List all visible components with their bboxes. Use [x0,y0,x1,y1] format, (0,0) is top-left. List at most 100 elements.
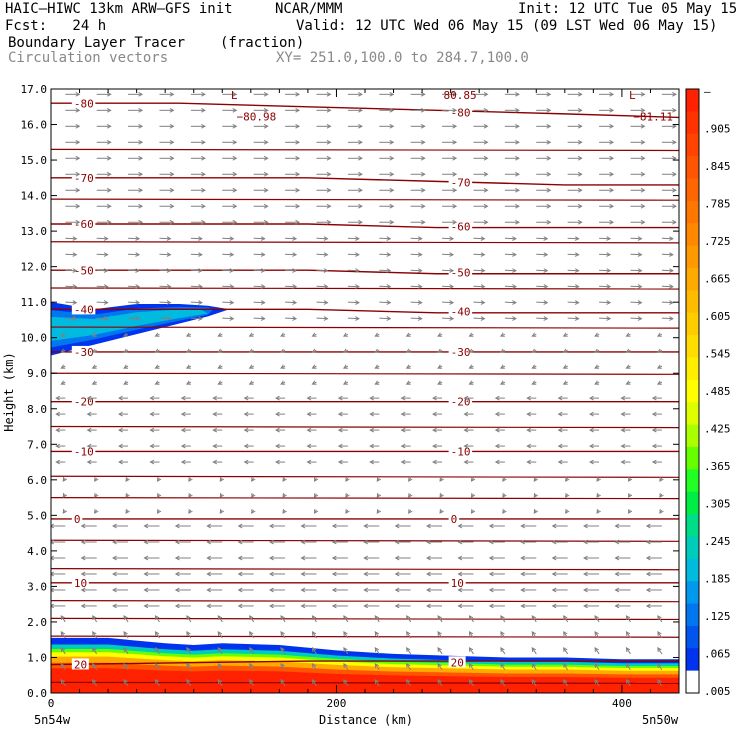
circulation-vector-head [149,427,155,433]
circulation-vector-head [60,679,66,684]
circulation-vector-head [358,219,363,225]
y-tick-label: 12.0 [21,261,48,274]
circulation-vector-head [432,395,437,401]
circulation-vector-head [154,663,160,668]
circulation-vector-head [531,631,537,636]
circulation-vector-head [449,300,455,305]
cirrus-tracer-band-2 [51,308,208,341]
valid-time: Valid: 12 UTC Wed 06 May 15 (09 LST Wed … [296,18,718,34]
circulation-vector-head [201,155,206,161]
circulation-vector-head [606,268,612,273]
isotherm-label: 0 [451,513,458,526]
circulation-vector-head [118,427,123,433]
circulation-vector-head [331,587,337,593]
circulation-vector-head [452,203,458,209]
circulation-vector-head [437,332,443,337]
colorbar-swatch [686,200,699,224]
circulation-vector-head [249,615,254,620]
circulation-vector-head [180,395,186,401]
circulation-vector-head [292,284,298,289]
y-tick-label: 3.0 [27,580,47,593]
circulation-vector-head [282,477,287,482]
circulation-vector-head [345,508,350,514]
circulation-vector-head [313,477,319,482]
circulation-vector [626,663,631,671]
circulation-vector-head [457,603,463,609]
circulation-vector-head [389,91,395,97]
circulation-vector [473,301,485,304]
circulation-vector-head [232,203,238,209]
circulation-vector-head [154,679,160,684]
circulation-vector-head [186,679,191,684]
circulation-vector-head [51,587,55,593]
circulation-vector [630,237,642,240]
circulation-vector-head [331,603,337,609]
circulation-vector-head [323,252,329,257]
circulation-vector-head [386,252,392,257]
circulation-vector-head [292,252,298,257]
circulation-vector [253,269,265,272]
circulation-vector [123,679,129,687]
circulation-vector [253,285,265,288]
circulation-vector-head [562,332,568,337]
circulation-vector-head [437,679,442,684]
circulation-vector-head [488,539,494,545]
circulation-vector-head [640,123,646,129]
field-name: Boundary Layer Tracer [8,35,186,51]
circulation-vector-head [138,91,144,97]
circulation-vector-head [657,679,662,684]
circulation-vector-head [123,615,128,620]
circulation-vector-head [263,203,269,209]
circulation-vector-head [520,523,526,529]
circulation-vector-head [499,364,505,369]
circulation-vector-head [656,364,662,369]
circulation-vector [563,679,569,687]
circulation-vector [316,285,328,288]
circulation-vector [531,647,537,655]
circulation-vector-head [563,663,568,668]
init-time: Init: 12 UTC Tue 05 May 15 [518,1,738,17]
circulation-vector-head [363,539,369,545]
circulation-vector [159,269,171,272]
circulation-vector [123,615,129,623]
circulation-vector-head [263,155,269,161]
circulation-vector-head [86,443,92,449]
circulation-vector-head [672,203,677,209]
circulation-vector-head [640,107,646,113]
circulation-vector-head [275,459,280,465]
circulation-vector [536,285,548,288]
circulation-vector-head [457,587,463,593]
circulation-vector-head [355,284,360,289]
circulation-vector-head [363,555,369,561]
circulation-vector-head [185,364,191,369]
circulation-vector-head [358,203,363,209]
circulation-vector [473,253,485,256]
circulation-vector-head [118,395,123,401]
circulation-vector-head [406,647,411,652]
circulation-vector-head [374,348,380,353]
circulation-vector [437,647,443,655]
circulation-vector-head [75,171,81,177]
circulation-vector-head [515,139,520,145]
circulation-vector-head [483,171,489,177]
circulation-vector-head [483,91,489,97]
circulation-vector-head [169,219,175,225]
circulation-vector-head [263,123,269,129]
circulation-vector-head [526,459,532,465]
circulation-vector-head [596,477,601,482]
circulation-vector-head [669,236,674,241]
circulation-vector [406,663,412,671]
circulation-vector-head [640,203,646,209]
circulation-vector-head [557,411,563,417]
circulation-vector-head [251,493,256,498]
circulation-vector-head [75,203,81,209]
circulation-vector-head [526,427,532,433]
circulation-vector [594,615,600,623]
circulation-vector-head [606,300,612,305]
circulation-vector-head [212,427,218,433]
circulation-vector-head [394,539,400,545]
circulation-vector [128,301,140,304]
x-tick-label: 200 [327,697,347,710]
circulation-vector-head [135,300,141,305]
circulation-vector [469,663,474,671]
